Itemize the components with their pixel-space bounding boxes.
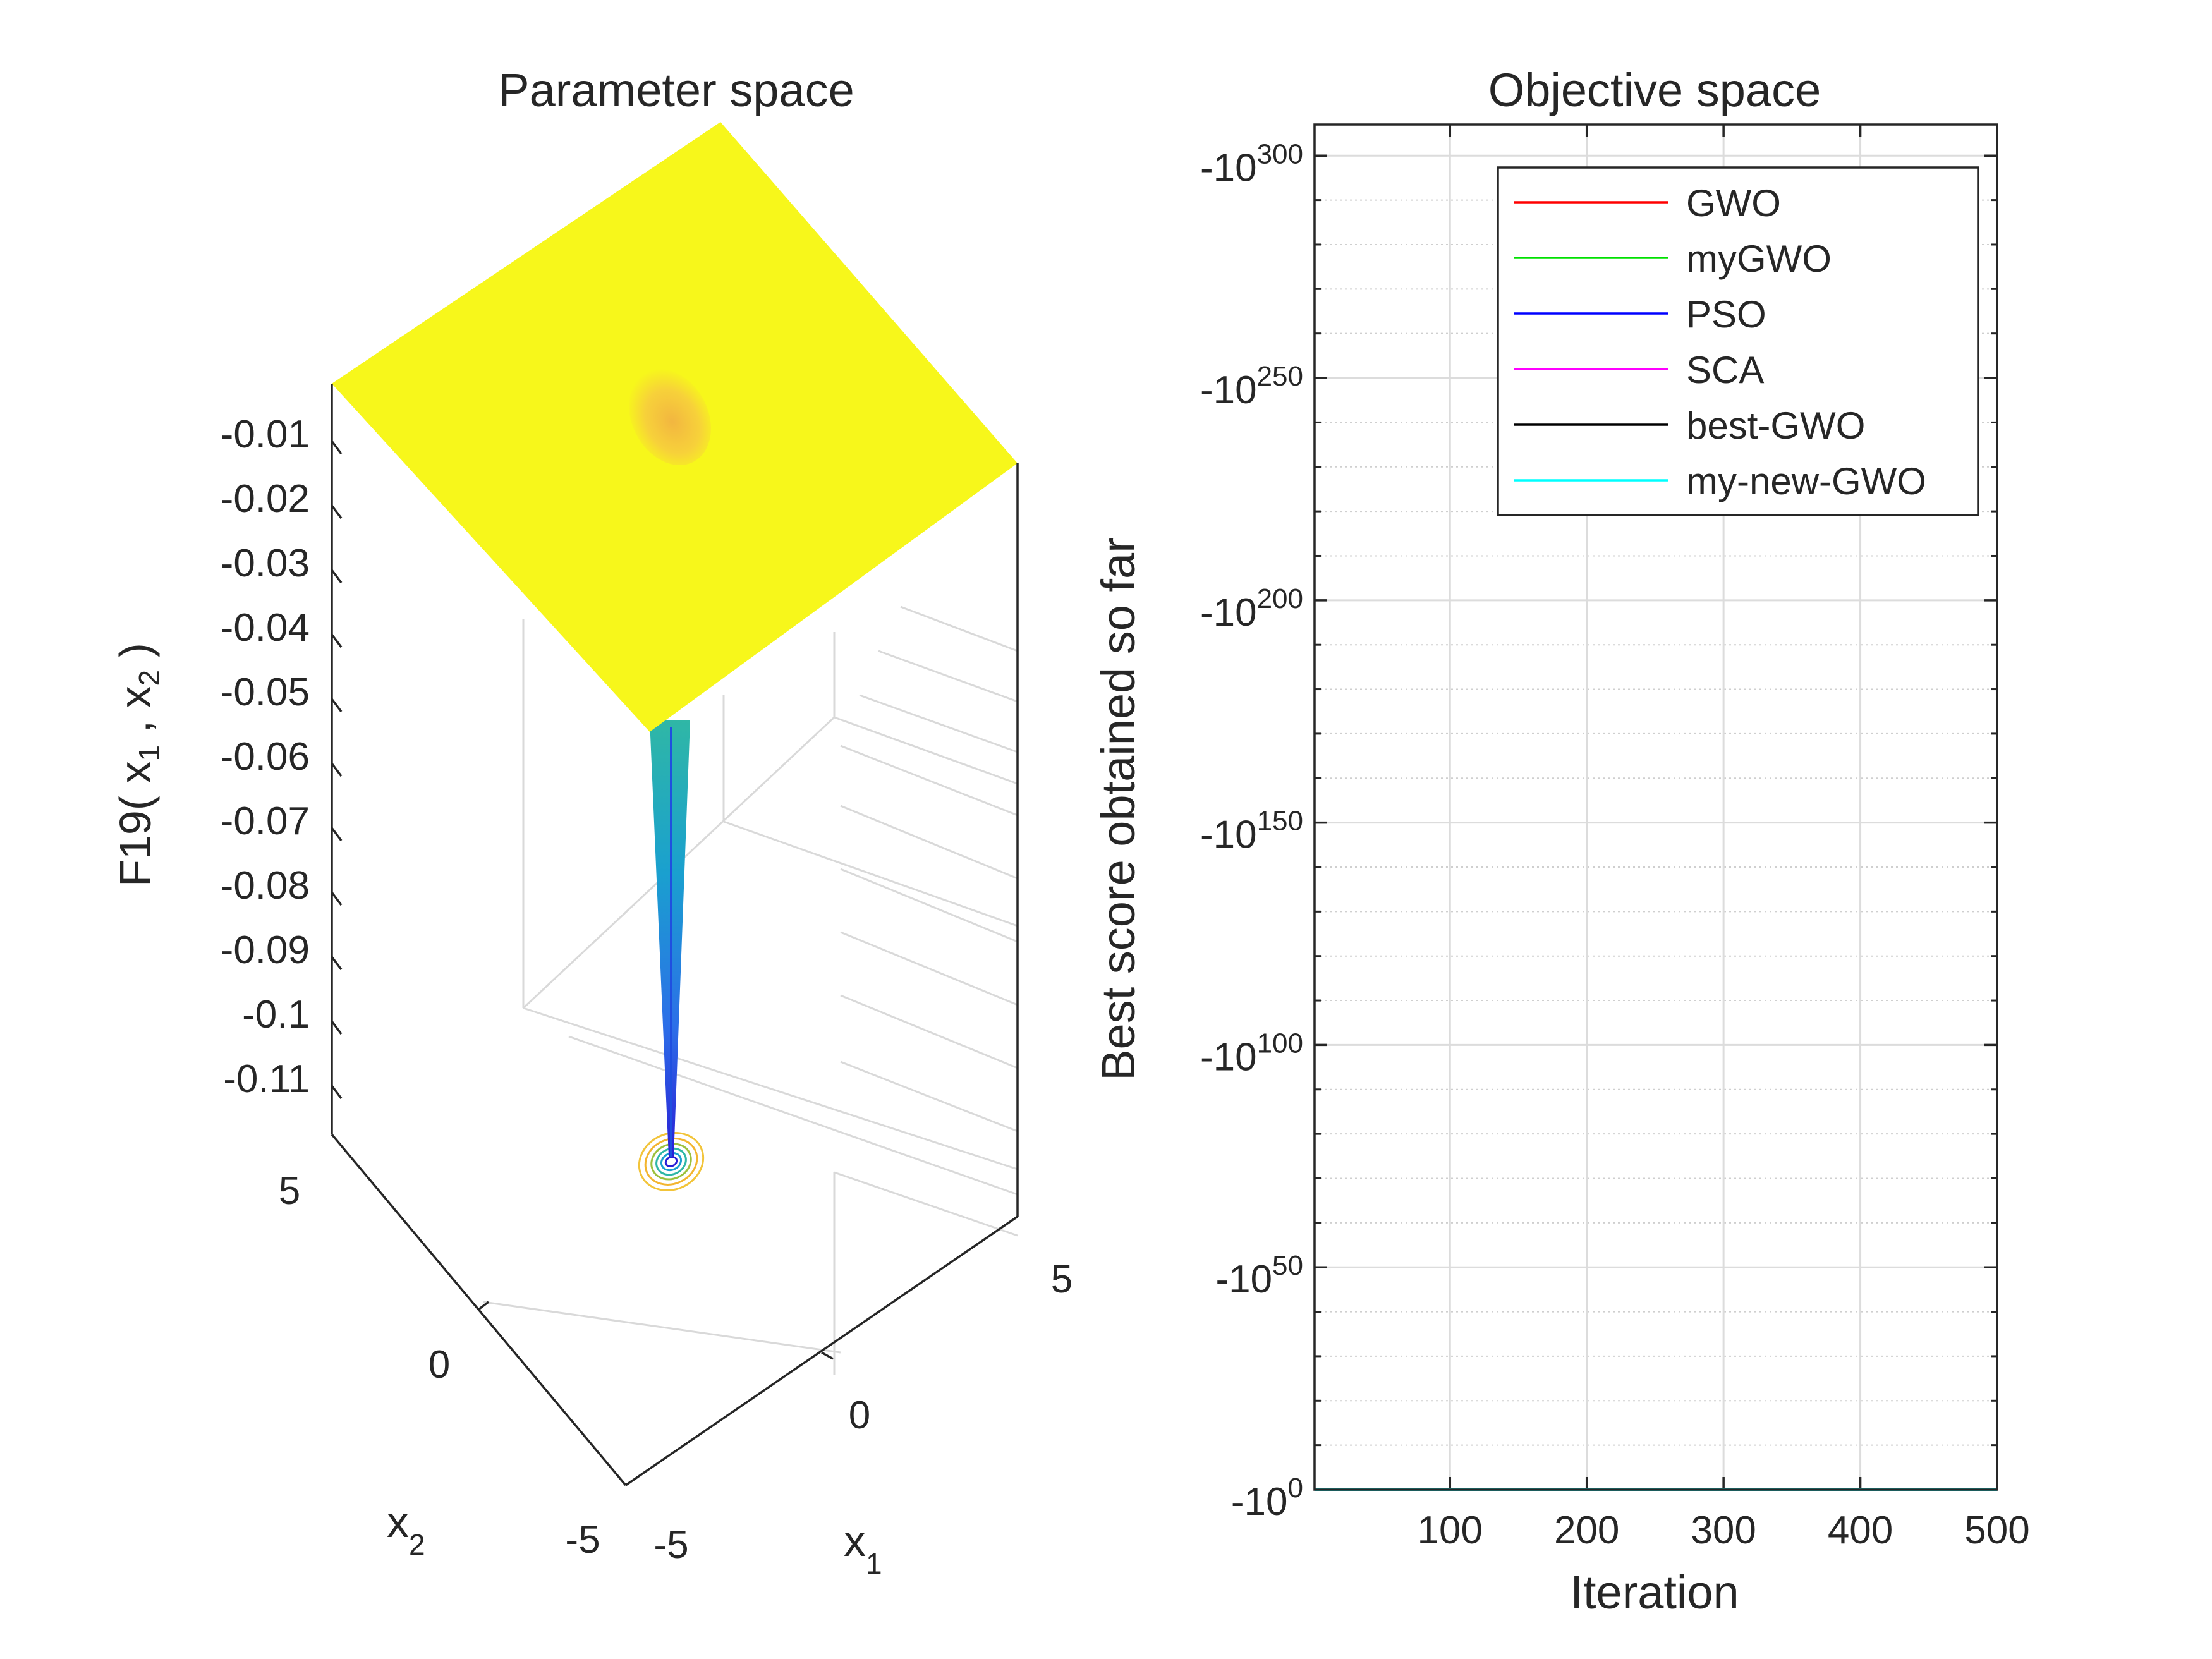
- x2-tick-label: 0: [428, 1343, 450, 1387]
- score-tick-labels: -10300 -10250 -10200 -10150 -10100 -1050…: [1200, 138, 1303, 1524]
- iteration-tick-label: 300: [1691, 1509, 1756, 1552]
- legend-label: PSO: [1686, 293, 1766, 336]
- score-tick-label: -10100: [1200, 1028, 1303, 1079]
- x2-axis-label: x2: [387, 1497, 425, 1561]
- x1-axis-label: x1: [844, 1516, 882, 1580]
- objective-space-title: Objective space: [1488, 64, 1821, 116]
- score-tick-label: -1050: [1215, 1250, 1303, 1301]
- z-tick-label: -0.04: [221, 606, 310, 650]
- parameter-space-panel: Parameter space: [111, 64, 1073, 1580]
- iteration-axis-label: Iteration: [1570, 1566, 1739, 1619]
- legend-label: best-GWO: [1686, 404, 1865, 447]
- iteration-tick-label: 400: [1828, 1509, 1893, 1552]
- x1-tick-label: 5: [1051, 1258, 1073, 1301]
- floor-contours: [638, 1131, 705, 1192]
- legend-label: myGWO: [1686, 238, 1832, 280]
- z-tick-label: -0.09: [221, 928, 310, 972]
- x2-tick-label: 5: [279, 1169, 300, 1213]
- z-tick-label: -0.07: [221, 799, 310, 843]
- x2-tick-label: -5: [565, 1518, 600, 1562]
- x2-tick-labels: 5 0 -5: [279, 1169, 600, 1562]
- iteration-tick-labels: 100 200 300 400 500: [1418, 1509, 2030, 1552]
- iteration-tick-label: 200: [1554, 1509, 1619, 1552]
- z-tick-label: -0.11: [223, 1057, 310, 1101]
- z-axis-label: F19( x1 , x2 ): [111, 643, 166, 887]
- parameter-space-title: Parameter space: [498, 64, 854, 116]
- z-tick-label: -0.1: [242, 993, 310, 1036]
- legend-label: GWO: [1686, 182, 1781, 224]
- score-tick-label: -10150: [1200, 806, 1303, 857]
- z-tick-label: -0.05: [221, 671, 310, 714]
- iteration-tick-label: 100: [1418, 1509, 1483, 1552]
- score-tick-label: -10200: [1200, 583, 1303, 635]
- score-tick-label: -10300: [1200, 138, 1303, 190]
- surface-hole: [629, 368, 711, 466]
- score-axis-label: Best score obtained so far: [1092, 537, 1145, 1081]
- objective-axes-box: [1313, 123, 1998, 1491]
- legend-box: [1497, 166, 1979, 516]
- z-tick-label: -0.02: [221, 477, 310, 521]
- legend-label: SCA: [1686, 349, 1764, 391]
- z-tick-label: -0.01: [221, 413, 310, 456]
- iteration-tick-label: 500: [1964, 1509, 2029, 1552]
- objective-space-panel: Objective space 100 200 300 400 500 -103…: [1092, 64, 2030, 1619]
- z-tick-label: -0.06: [221, 735, 310, 779]
- x1-tick-label: -5: [653, 1523, 688, 1567]
- z-tick-label: -0.08: [221, 864, 310, 908]
- z-tick-marks: [331, 440, 834, 1360]
- score-tick-label: -10250: [1200, 361, 1303, 412]
- legend: GWO myGWO PSO SCA best-GWO my-new-GWO: [1497, 166, 1979, 516]
- z-tick-labels: -0.01 -0.02 -0.03 -0.04 -0.05 -0.06 -0.0…: [221, 413, 310, 1101]
- x1-tick-labels: -5 0 5: [653, 1258, 1073, 1567]
- z-tick-label: -0.03: [221, 542, 310, 585]
- x1-tick-label: 0: [849, 1394, 870, 1437]
- legend-label: my-new-GWO: [1686, 460, 1926, 502]
- score-tick-label: -100: [1231, 1473, 1303, 1524]
